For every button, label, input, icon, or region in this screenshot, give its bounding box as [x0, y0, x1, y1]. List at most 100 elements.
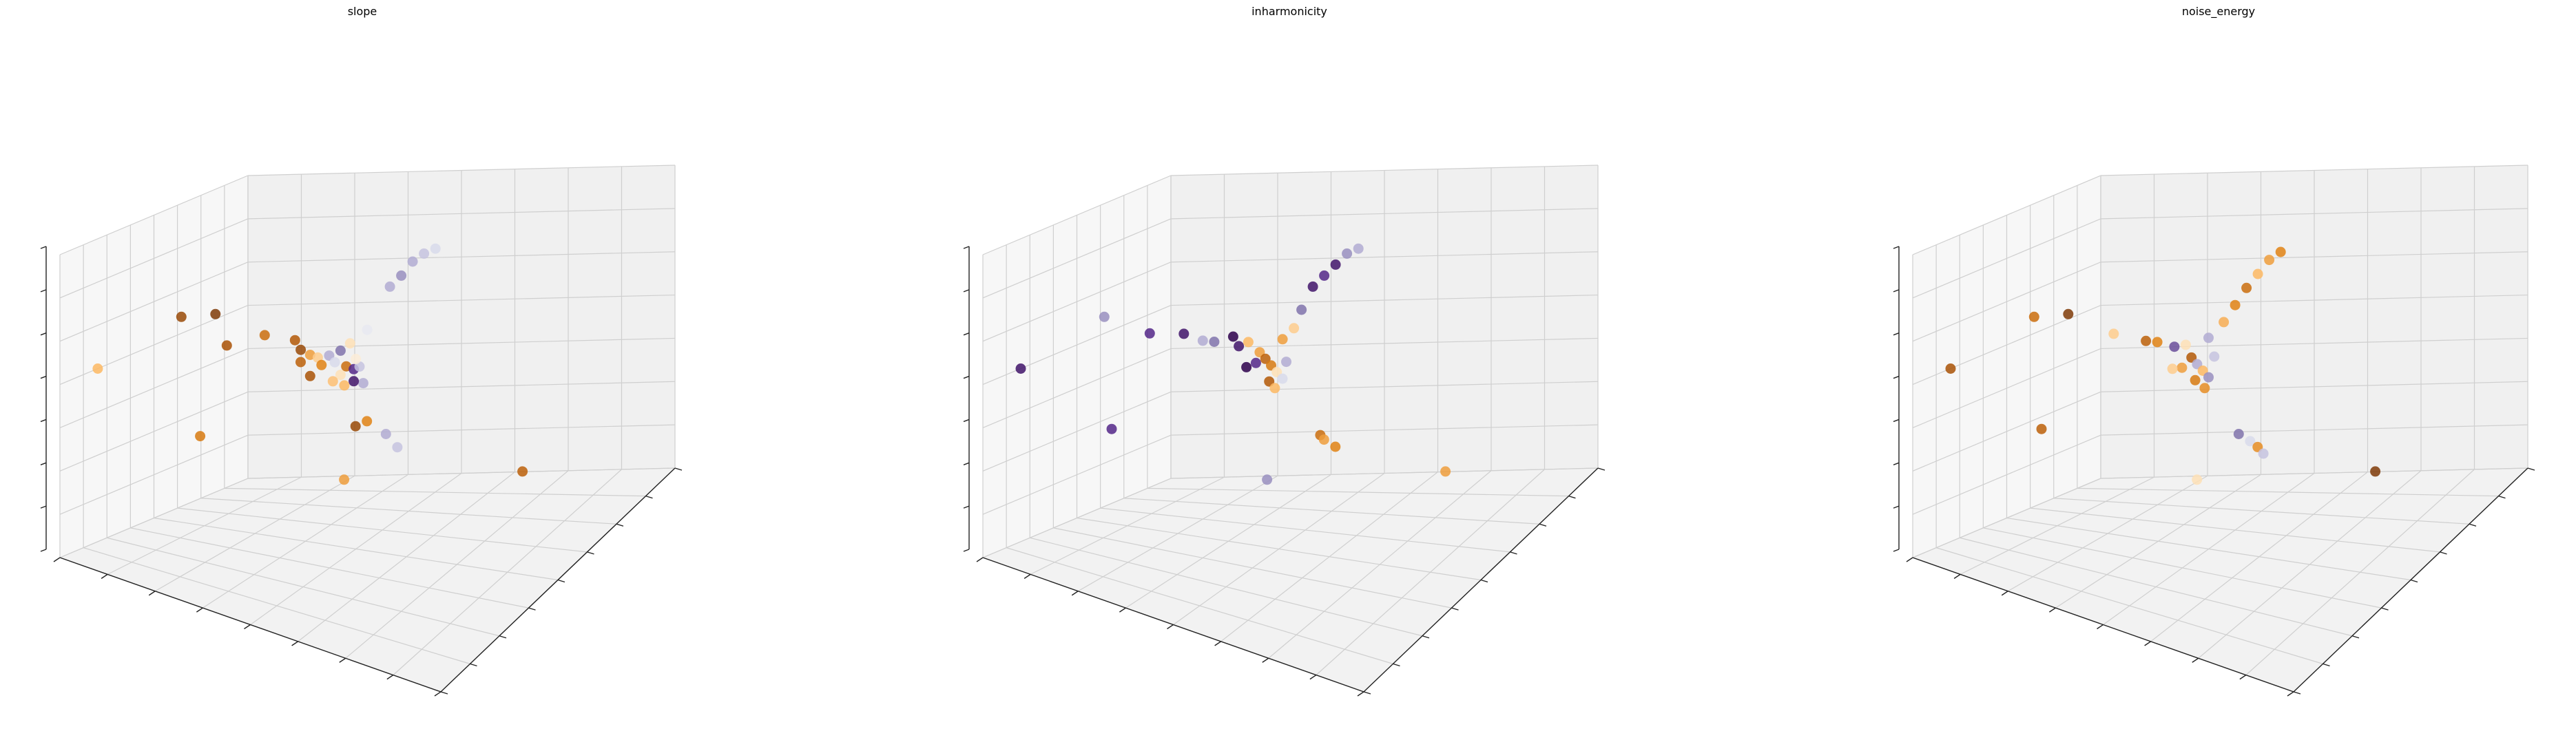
grid-line: [1100, 507, 1510, 553]
z-tick: [40, 289, 47, 293]
grid-line: [2053, 498, 2470, 525]
data-point: [1197, 335, 1208, 346]
grid-line: [59, 218, 249, 299]
x-tick: [291, 641, 299, 646]
data-point: [2252, 268, 2263, 279]
z-tick: [963, 332, 970, 336]
z-tick: [40, 462, 47, 465]
y-tick: [2293, 691, 2301, 695]
data-point: [92, 363, 103, 374]
data-point: [176, 311, 187, 322]
x-tick: [2097, 624, 2104, 630]
data-point: [362, 416, 373, 427]
subplot-title: noise_energy: [2182, 5, 2255, 19]
data-point: [350, 421, 361, 432]
data-point: [2264, 255, 2275, 266]
data-point: [1106, 423, 1117, 434]
data-point: [289, 335, 300, 346]
floor-pane: [60, 468, 675, 692]
axes-panes: [983, 165, 1598, 692]
x-tick: [148, 591, 156, 596]
grid-line: [1912, 478, 2101, 558]
axis-lines: [963, 246, 1606, 697]
grid-line: [1912, 175, 2101, 255]
data-point: [195, 431, 206, 442]
data-point: [1241, 361, 1252, 372]
y-tick: [1422, 635, 1430, 639]
grid-line: [982, 434, 1172, 515]
data-point: [339, 474, 350, 485]
grid-line: [59, 262, 249, 342]
grid-line: [1170, 165, 1599, 176]
grid-line: [982, 348, 1172, 428]
data-point: [2203, 372, 2214, 383]
data-point: [2141, 335, 2152, 346]
x-tick: [339, 657, 346, 663]
x-tick: [1167, 624, 1174, 630]
z-tick: [1893, 419, 1900, 423]
data-point: [2152, 337, 2163, 348]
data-point: [1330, 259, 1341, 270]
subplot-noise-energy: noise_energy: [1893, 5, 2535, 697]
data-point: [2241, 282, 2252, 293]
data-point: [1144, 328, 1155, 339]
x-tick: [1906, 557, 1913, 562]
z-tick: [40, 549, 47, 552]
data-point: [1269, 383, 1280, 394]
grid-line: [982, 478, 1172, 558]
grid-line: [1170, 251, 1599, 263]
axis-lines: [40, 246, 683, 697]
data-point: [304, 370, 315, 381]
y-tick: [557, 579, 565, 583]
data-point: [517, 466, 528, 477]
data-point: [349, 376, 360, 387]
grid-lines: [59, 165, 676, 693]
data-point: [1289, 323, 1300, 334]
x-tick: [2192, 657, 2199, 663]
grid-line: [247, 381, 676, 392]
grid-line: [2100, 424, 2528, 436]
x-tick: [1262, 657, 1269, 663]
grid-line: [247, 208, 676, 220]
data-point: [1277, 373, 1288, 384]
y-tick: [2469, 523, 2477, 527]
data-point: [1243, 337, 1254, 348]
x-tick: [1357, 691, 1364, 697]
grid-line: [2100, 251, 2528, 263]
y-tick: [1393, 663, 1400, 667]
data-point: [295, 357, 306, 368]
axis-lines: [1893, 246, 2535, 697]
grid-line: [1170, 467, 1599, 479]
data-point: [2245, 436, 2256, 447]
x-tick: [2239, 675, 2247, 680]
data-point: [1353, 243, 1364, 254]
grid-line: [1170, 294, 1599, 306]
grid-line: [59, 478, 249, 558]
axes-panes: [1913, 165, 2528, 692]
y-tick: [587, 551, 594, 555]
data-point: [396, 270, 407, 281]
data-point: [392, 442, 403, 453]
y-tick: [1451, 607, 1459, 611]
grid-line: [982, 262, 1172, 342]
grid-line: [247, 251, 676, 263]
grid-line: [1912, 434, 2101, 515]
grid-line: [2100, 467, 2528, 479]
grid-line: [2100, 381, 2528, 392]
grid-line: [2030, 507, 2440, 553]
grid-line: [2100, 165, 2528, 176]
data-point: [2028, 311, 2039, 322]
x-tick: [101, 573, 108, 579]
x-tick: [53, 557, 61, 562]
data-point: [1015, 363, 1026, 374]
data-point: [329, 357, 340, 368]
x-tick: [2048, 607, 2056, 613]
data-point: [1262, 474, 1273, 485]
data-point: [2063, 308, 2074, 319]
data-point: [1234, 341, 1245, 352]
grid-lines: [982, 165, 1599, 693]
grid-line: [247, 467, 676, 479]
grid-line: [2150, 472, 2368, 642]
grid-line: [247, 294, 676, 306]
data-point: [1277, 334, 1288, 345]
